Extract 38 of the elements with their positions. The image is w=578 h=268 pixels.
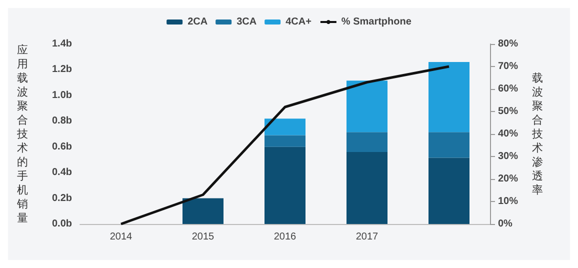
y-tick-label: 0.0b (52, 218, 72, 230)
y-tick-label: 1.4b (52, 38, 72, 50)
x-tick-label: 2017 (356, 232, 379, 242)
y2-tick-label: 10% (498, 196, 518, 207)
bar (346, 152, 388, 224)
y-tick-label: 0.8b (52, 116, 72, 127)
bar (428, 132, 470, 158)
y2-tick-label: 50% (498, 106, 518, 117)
line-series (120, 65, 450, 226)
y-tick-label: 0.2b (52, 192, 72, 204)
text: 应用载波聚合技术的手机销量 (17, 44, 28, 224)
bar (428, 62, 470, 132)
bar (264, 146, 306, 224)
y-tick-label: 0.4b (52, 167, 72, 178)
y2-tick-label: 0% (498, 218, 513, 230)
legend-label: % Smartphone (341, 16, 412, 28)
bar (182, 198, 224, 224)
y2-tick-label: 30% (498, 151, 518, 162)
x-tick-label: 2015 (192, 232, 215, 242)
bar (264, 118, 306, 136)
legend-label: 2CA (188, 16, 208, 28)
x-tick-label: 2014 (110, 232, 133, 242)
x-tick-label: 2016 (274, 232, 297, 242)
y-tick-label: 0.6b (52, 141, 72, 152)
y2-tick-label: 60% (498, 84, 518, 94)
bar (346, 80, 388, 132)
y2-tick-label: 80% (498, 38, 518, 50)
y2-tick-label: 40% (498, 128, 518, 140)
y2-tick-label: 20% (498, 174, 518, 184)
bar (346, 132, 388, 152)
legend-label: 3CA (236, 16, 257, 28)
text: 载波聚合技术渗透率 (532, 72, 543, 196)
bar (428, 158, 470, 224)
y-tick-label: 1.2b (52, 64, 72, 76)
y-tick-label: 1.0b (52, 90, 72, 101)
bar (264, 135, 306, 147)
legend-label: 4CA+ (286, 16, 312, 28)
y2-tick-label: 70% (498, 61, 518, 72)
